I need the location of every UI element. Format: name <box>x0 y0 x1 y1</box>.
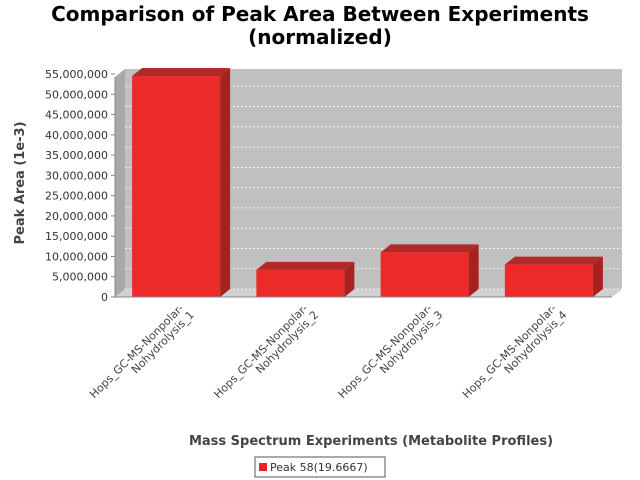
x-tick-label: Hops_GC-MS-Nonpolar-Nohydrolysis_4 <box>460 300 570 410</box>
x-axis-label: Mass Spectrum Experiments (Metabolite Pr… <box>189 434 553 449</box>
chart-title-line: (normalized) <box>248 25 392 49</box>
x-tick-label-line: Hops_GC-MS-Nonpolar- <box>336 302 435 401</box>
legend-label: Peak 58(19.6667) <box>270 461 368 474</box>
y-tick-label: 30,000,000 <box>45 169 108 182</box>
plot-floor <box>115 289 622 297</box>
legend: Peak 58(19.6667) <box>254 456 386 478</box>
bar-top <box>132 68 231 77</box>
y-tick-label: 15,000,000 <box>45 230 108 243</box>
y-tick-label: 40,000,000 <box>45 129 108 142</box>
chart-title: Comparison of Peak Area Between Experime… <box>51 2 589 49</box>
bar-top <box>504 256 603 265</box>
bar-side <box>344 261 355 297</box>
bar <box>256 261 355 297</box>
y-tick-label: 20,000,000 <box>45 210 108 223</box>
y-tick-label: 50,000,000 <box>45 88 108 101</box>
legend-box <box>254 456 386 478</box>
bar-front <box>504 264 593 297</box>
y-tick-label: 5,000,000 <box>52 271 108 284</box>
chart-title-line: Comparison of Peak Area Between Experime… <box>51 2 589 26</box>
bar-top <box>256 261 355 270</box>
y-tick-label: 25,000,000 <box>45 190 108 203</box>
y-tick-label: 55,000,000 <box>45 68 108 81</box>
bar <box>380 244 479 297</box>
x-tick-label: Hops_GC-MS-Nonpolar-Nohydrolysis_2 <box>211 300 321 410</box>
bar-side <box>220 68 231 297</box>
x-tick-label-line: Hops_GC-MS-Nonpolar- <box>87 302 186 401</box>
bar-front <box>132 76 221 297</box>
x-tick-label-line: Hops_GC-MS-Nonpolar- <box>211 302 310 401</box>
y-tick-label: 0 <box>101 291 108 304</box>
legend-swatch <box>259 463 267 471</box>
bars <box>132 68 603 297</box>
y-tick-label: 10,000,000 <box>45 250 108 263</box>
x-tick-label: Hops_GC-MS-Nonpolar-Nohydrolysis_3 <box>336 300 446 410</box>
grid-lines <box>125 65 622 290</box>
x-axis: Hops_GC-MS-Nonpolar-Nohydrolysis_1 Hops_G… <box>87 296 612 410</box>
y-axis: 0 5,000,000 10,000,000 15,000,000 20,000,000… <box>45 68 116 304</box>
bar-side <box>468 244 479 297</box>
x-tick-label: Hops_GC-MS-Nonpolar-Nohydrolysis_1 <box>87 300 197 410</box>
bar-top <box>380 244 479 253</box>
y-tick-label: 35,000,000 <box>45 149 108 162</box>
bar <box>504 256 603 297</box>
bar <box>132 68 231 297</box>
y-tick-label: 45,000,000 <box>45 109 108 122</box>
bar-front <box>380 252 469 297</box>
y-axis-label: Peak Area (1e-3) <box>13 121 28 244</box>
bar-front <box>256 269 345 297</box>
x-tick-label-line: Hops_GC-MS-Nonpolar- <box>460 302 559 401</box>
bar-side <box>592 256 603 297</box>
